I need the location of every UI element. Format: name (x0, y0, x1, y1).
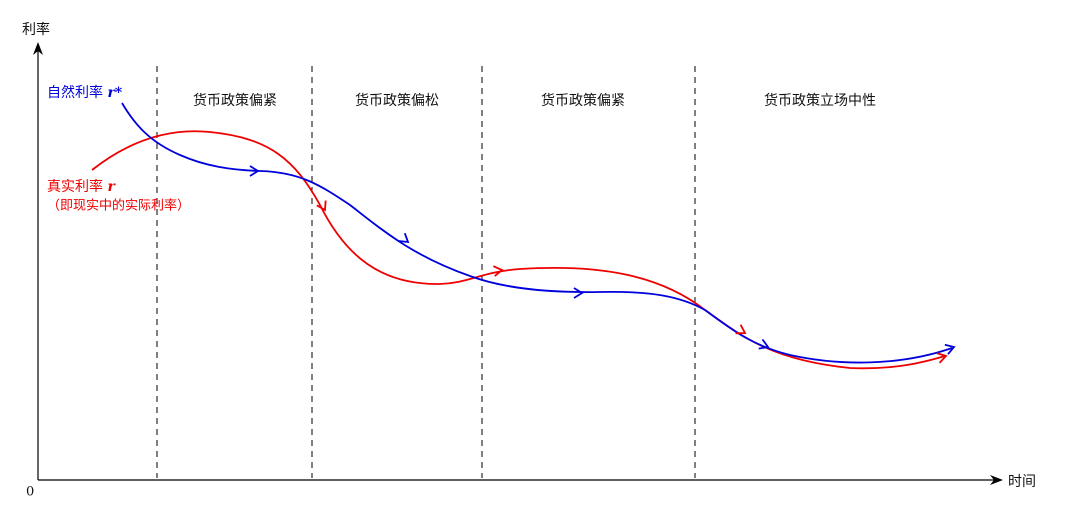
axes (37, 50, 995, 481)
arrowhead (398, 232, 410, 244)
curve-name: 真实利率 (47, 178, 103, 195)
x-arrow (990, 475, 1003, 485)
region-label: 货币政策立场中性 (764, 92, 876, 109)
x-label: 时间 (1008, 474, 1036, 490)
curve-label: 自然利率 r* (47, 84, 123, 101)
curve-name: 自然利率 (47, 84, 103, 101)
arrowhead (758, 338, 770, 350)
curve-symbol: r (107, 179, 116, 195)
y-label: 利率 (22, 21, 50, 38)
arrowhead (944, 343, 956, 355)
arrowhead (493, 265, 504, 277)
natural-rate-curve (121, 102, 953, 364)
curve-note: （即现实中的实际利率） (47, 198, 190, 214)
arrowheads (249, 165, 956, 364)
origin: 0 (26, 485, 34, 500)
arrowhead (573, 287, 584, 299)
region-label: 货币政策偏紧 (541, 92, 625, 109)
dividers (156, 66, 696, 478)
region-label: 货币政策偏紧 (193, 92, 277, 109)
curve-label: 真实利率 r (47, 178, 116, 195)
region-label: 货币政策偏松 (355, 92, 439, 109)
curve-symbol: r* (107, 85, 122, 101)
arrowhead (735, 324, 747, 335)
arrowhead (936, 352, 948, 364)
arrowhead (249, 165, 260, 177)
arrowhead (316, 200, 327, 212)
y-arrow (33, 42, 43, 55)
